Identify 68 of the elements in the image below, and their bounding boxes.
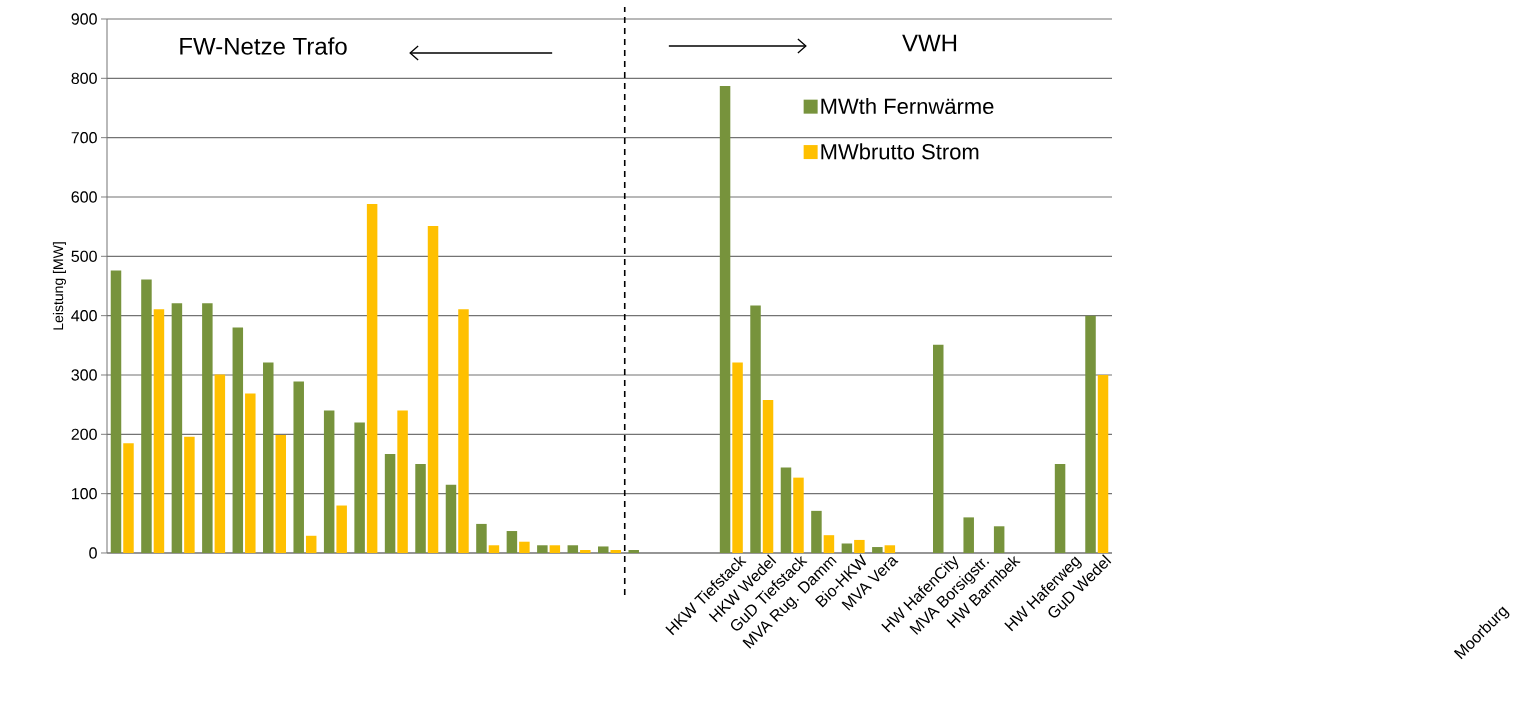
bar: [263, 362, 274, 553]
bar: [305, 535, 317, 553]
bar: [476, 523, 487, 553]
bar: [445, 484, 457, 553]
y-tick-label: 700: [71, 131, 97, 144]
bar: [153, 309, 165, 553]
bar: [610, 550, 621, 553]
bar: [232, 327, 244, 553]
bar: [598, 546, 609, 553]
bar: [719, 86, 731, 553]
bar: [141, 279, 152, 553]
bar: [854, 539, 865, 553]
bar: [202, 303, 213, 553]
bar: [354, 422, 365, 553]
bar: [793, 477, 804, 553]
bar: [580, 550, 591, 553]
bar: [1085, 315, 1096, 553]
bar: [214, 374, 226, 553]
bar: [110, 270, 122, 553]
bar: [732, 362, 743, 553]
bar: [872, 547, 883, 553]
bar: [171, 303, 183, 553]
bar: [780, 467, 792, 553]
bar: [1054, 463, 1066, 553]
bar: [506, 531, 518, 553]
y-tick-label: 400: [71, 309, 97, 322]
y-axis-title: Leistung [MW]: [52, 242, 66, 330]
bar: [427, 226, 439, 553]
bar: [933, 344, 944, 553]
bar: [184, 436, 195, 553]
bar: [884, 545, 896, 553]
y-tick-label: 900: [71, 13, 97, 25]
bar: [762, 399, 774, 553]
bar: [750, 305, 761, 553]
bar: [549, 545, 561, 553]
bar: [275, 434, 287, 553]
y-tick-label: 300: [71, 369, 97, 381]
bar: [963, 517, 974, 553]
annotation: VWH: [902, 34, 957, 52]
bar: [458, 309, 469, 553]
bar: [488, 545, 500, 553]
y-tick-label: 0: [89, 547, 97, 559]
bar: [123, 443, 134, 553]
legend-label: MWbrutto Strom: [821, 143, 979, 160]
bar: [245, 393, 256, 553]
bar: [1097, 374, 1109, 553]
bar: [384, 453, 396, 553]
bar: [537, 545, 548, 553]
bar: [397, 410, 408, 553]
bar: [336, 505, 347, 553]
y-tick-label: 600: [71, 191, 97, 203]
y-tick-label: 100: [72, 487, 97, 500]
bar: [293, 381, 304, 553]
bar: [823, 535, 835, 553]
bar: [567, 545, 579, 553]
legend-label: MWth Fernwärme: [821, 97, 994, 115]
y-tick-label: 800: [71, 72, 97, 84]
bar: [323, 410, 335, 553]
bar: [811, 510, 822, 553]
annotation: FW-Netze Trafo: [180, 37, 347, 55]
bar: [628, 550, 639, 553]
bar: [366, 204, 378, 553]
bar: [519, 541, 530, 553]
bar: [841, 543, 853, 553]
bar: [415, 463, 426, 553]
bar: [993, 526, 1005, 553]
y-tick-label: 200: [71, 428, 97, 440]
y-tick-label: 500: [71, 250, 97, 262]
